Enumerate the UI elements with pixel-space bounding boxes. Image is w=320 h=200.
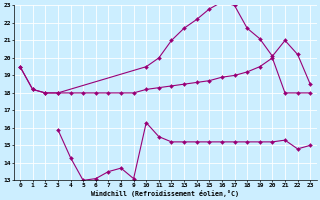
X-axis label: Windchill (Refroidissement éolien,°C): Windchill (Refroidissement éolien,°C) (91, 190, 239, 197)
